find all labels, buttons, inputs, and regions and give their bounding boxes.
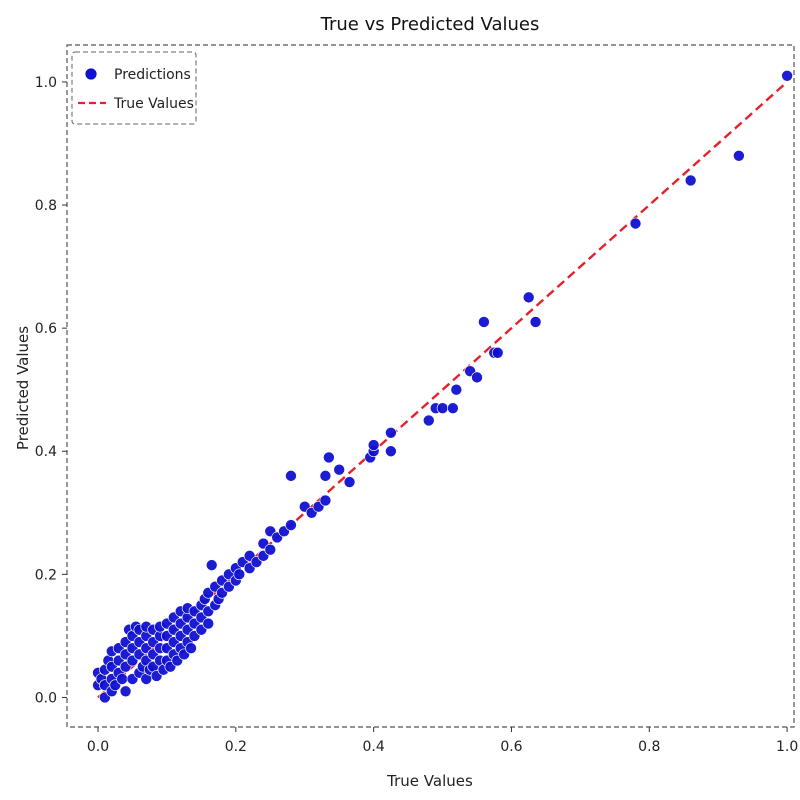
prediction-point bbox=[385, 445, 397, 458]
plot-frame bbox=[66, 44, 795, 728]
prediction-point bbox=[491, 346, 504, 359]
predictions-points bbox=[92, 69, 793, 704]
prediction-point bbox=[205, 559, 218, 571]
prediction-point bbox=[385, 426, 397, 439]
prediction-point bbox=[781, 69, 793, 82]
x-axis-title: True Values bbox=[386, 772, 473, 790]
legend-marker-predictions bbox=[84, 67, 98, 81]
prediction-point bbox=[367, 439, 380, 451]
prediction-point bbox=[185, 642, 197, 655]
prediction-point bbox=[333, 463, 345, 476]
x-tick-label: 0.4 bbox=[363, 739, 385, 755]
y-tick-label: 0.4 bbox=[35, 444, 57, 460]
prediction-point bbox=[733, 149, 745, 162]
prediction-point bbox=[629, 217, 642, 230]
x-tick-label: 0.8 bbox=[638, 739, 660, 755]
prediction-point bbox=[264, 543, 277, 556]
x-tick-label: 0.2 bbox=[225, 739, 247, 755]
prediction-point bbox=[684, 174, 697, 187]
y-tick-label: 0.8 bbox=[35, 198, 57, 214]
prediction-point bbox=[323, 451, 335, 464]
prediction-point bbox=[529, 316, 542, 328]
y-axis: 0.0 0.2 0.4 0.6 0.8 1.0 bbox=[35, 75, 67, 706]
legend: Predictions True Values bbox=[71, 51, 197, 125]
x-tick-label: 1.0 bbox=[776, 739, 798, 755]
prediction-point bbox=[285, 519, 297, 531]
chart-title: True vs Predicted Values bbox=[320, 14, 540, 35]
prediction-point bbox=[450, 383, 463, 396]
prediction-point bbox=[522, 291, 535, 304]
x-tick-label: 0.6 bbox=[500, 739, 522, 755]
prediction-point bbox=[233, 568, 246, 581]
prediction-point bbox=[119, 685, 132, 698]
prediction-point bbox=[285, 470, 297, 482]
y-tick-label: 0.0 bbox=[35, 690, 57, 706]
x-tick-label: 0.0 bbox=[87, 739, 109, 755]
prediction-point bbox=[202, 617, 215, 630]
y-tick-label: 0.6 bbox=[35, 321, 57, 337]
y-tick-label: 1.0 bbox=[35, 75, 57, 91]
legend-label-predictions: Predictions bbox=[114, 67, 191, 83]
prediction-point bbox=[319, 470, 332, 482]
y-axis-title: Predicted Values bbox=[14, 326, 32, 450]
legend-box bbox=[71, 51, 197, 125]
prediction-point bbox=[422, 414, 435, 427]
prediction-point bbox=[447, 402, 459, 414]
prediction-point bbox=[116, 673, 128, 685]
legend-label-true-values: True Values bbox=[113, 96, 194, 112]
prediction-point bbox=[436, 402, 449, 414]
prediction-point bbox=[471, 371, 483, 384]
y-tick-label: 0.2 bbox=[35, 567, 57, 583]
x-axis: 0.0 0.2 0.4 0.6 0.8 1.0 bbox=[87, 727, 798, 755]
prediction-point bbox=[343, 476, 356, 488]
prediction-point bbox=[478, 316, 490, 328]
prediction-point bbox=[319, 494, 332, 507]
